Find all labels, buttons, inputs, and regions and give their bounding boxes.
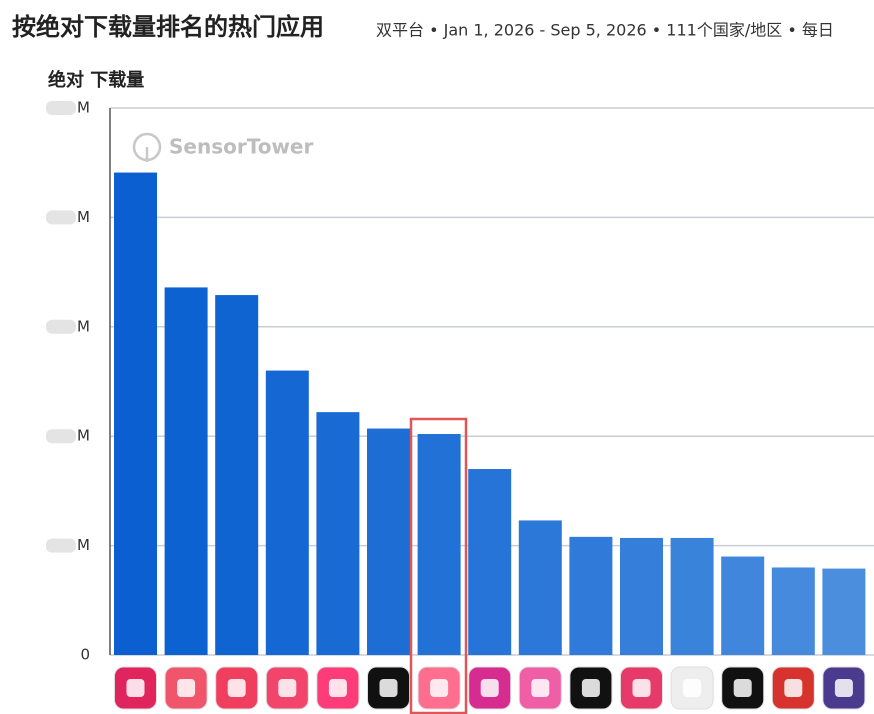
- bar: [417, 434, 461, 655]
- bar: [114, 172, 157, 655]
- y-tick-label: M: [77, 99, 90, 117]
- bar: [721, 556, 765, 655]
- bar: [367, 428, 410, 655]
- bar: [518, 520, 562, 655]
- app-icon-glyph: [227, 679, 246, 697]
- app-icon-glyph: [430, 679, 449, 697]
- chart-subtitle: 双平台 • Jan 1, 2026 - Sep 5, 2026 • 111个国家…: [376, 21, 834, 40]
- app-icon-glyph: [581, 679, 600, 697]
- app-icon-glyph: [480, 679, 499, 697]
- bar: [620, 537, 663, 655]
- blurred-number: [46, 429, 76, 444]
- bar: [822, 568, 866, 655]
- bar: [670, 537, 714, 655]
- y-tick-label: M: [77, 208, 90, 226]
- highlight-box: [409, 417, 468, 714]
- bar: [316, 412, 360, 655]
- bar: [468, 469, 512, 655]
- bar: [569, 536, 613, 655]
- bar: [215, 295, 259, 655]
- app-icon-glyph: [177, 679, 196, 697]
- app-icon-glyph: [126, 679, 145, 697]
- chart-title: 按绝对下载量排名的热门应用: [12, 13, 324, 41]
- app-icon-glyph: [683, 679, 702, 697]
- blurred-number: [46, 210, 76, 225]
- y-tick-label: M: [77, 427, 90, 445]
- app-icon-glyph: [632, 679, 651, 697]
- bar: [265, 370, 309, 655]
- app-icon-glyph: [328, 679, 347, 697]
- y-axis-label: 绝对 下载量: [48, 69, 144, 91]
- app-icon-glyph: [278, 679, 297, 697]
- app-icon-glyph: [531, 679, 550, 697]
- app-icon-glyph: [784, 679, 803, 697]
- app-icon-glyph: [834, 679, 853, 697]
- y-tick-label: M: [77, 317, 90, 335]
- app-icon-glyph: [379, 679, 398, 697]
- y-tick-label: 0: [80, 646, 90, 664]
- y-tick-label: M: [77, 536, 90, 554]
- bar: [771, 567, 815, 655]
- blurred-number: [46, 319, 76, 334]
- blurred-number: [46, 538, 76, 553]
- bar: [164, 287, 208, 655]
- blurred-number: [46, 101, 76, 115]
- watermark: SensorTower: [169, 135, 313, 159]
- app-icon-glyph: [733, 679, 752, 697]
